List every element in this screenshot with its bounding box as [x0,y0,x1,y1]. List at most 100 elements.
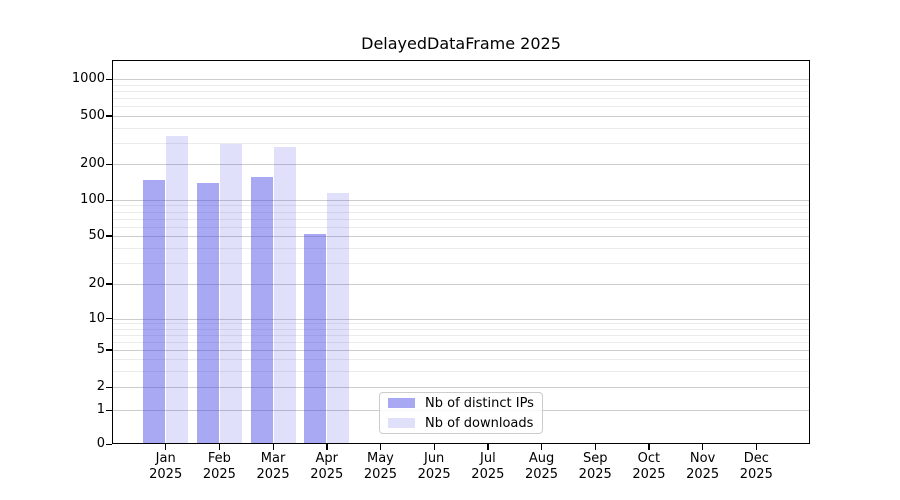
gridline-minor [112,341,810,343]
x-tick-mark-icon [594,444,597,450]
y-tick-label: 100 [80,192,105,207]
y-tick-label: 2 [96,379,105,394]
y-tick-mark-icon [106,199,112,201]
x-tick-mark-icon [541,444,543,450]
x-tick-label-month: Apr [315,451,339,466]
y-tick-label: 200 [80,156,105,172]
x-tick-label-year: 2025 [310,467,344,482]
x-tick-label-year: 2025 [471,467,505,482]
legend-label-distinct-ips: Nb of distinct IPs [425,395,534,411]
y-tick-mark-icon [106,115,112,117]
gridline-major [112,318,810,320]
bar-downloads-apr [327,192,350,444]
legend-label-downloads: Nb of downloads [425,415,534,431]
x-tick-label-month: Jan [155,451,176,466]
x-tick-label-year: 2025 [417,467,451,482]
y-tick-label: 1000 [71,71,105,86]
gridline-major [112,200,810,201]
x-tick-mark-icon [326,444,328,450]
y-tick-mark-icon [106,78,112,80]
x-tick-label-month: Jun [423,451,445,466]
gridline-minor [112,247,810,249]
y-tick-label: 1 [96,402,105,418]
x-tick-mark-icon [702,444,704,450]
x-tick-label-month: May [367,451,394,466]
legend-item-distinct-ips: Nb of distinct IPs [388,395,534,412]
x-tick-mark-icon [379,444,382,450]
y-tick-mark-icon [106,349,112,351]
bar-downloads-feb [219,143,242,444]
gridline-minor [112,323,810,325]
y-tick-mark-icon [106,235,112,237]
x-tick-label-year: 2025 [149,467,183,482]
legend-swatch-distinct-ips-icon [388,398,415,408]
chart-title: DelayedDataFrame 2025 [361,34,561,53]
x-tick-label-month: Oct [637,451,661,466]
y-tick-mark-icon [106,409,112,411]
x-tick-label-month: Nov [689,451,716,466]
x-tick-label-year: 2025 [686,467,720,482]
gridline-minor [112,370,810,372]
gridline-minor [112,127,810,129]
gridline-minor [112,262,810,264]
legend-swatch-downloads-icon [388,418,415,428]
gridline-minor [112,205,810,207]
x-tick-label-month: Aug [528,451,555,466]
bar-distinct-ips-mar [250,176,273,444]
gridline-minor [112,328,810,330]
bar-downloads-mar [273,147,296,444]
gridline-major [112,283,810,285]
plot-area [112,60,810,444]
x-tick-label-year: 2025 [256,467,290,482]
x-tick-mark-icon [648,444,650,450]
gridline-major [112,235,810,237]
gridline-minor [112,143,810,145]
gridline-minor [112,84,810,86]
x-tick-label-month: Feb [207,451,231,466]
x-tick-mark-icon [755,444,758,450]
gridline-minor [112,359,810,360]
x-tick-mark-icon [218,444,221,450]
gridline-minor [112,218,810,220]
x-tick-label-month: Sep [582,451,608,466]
x-tick-label-year: 2025 [739,467,773,482]
bar-downloads-jan [166,135,189,444]
gridline-minor [112,98,810,100]
gridline-major [112,115,810,117]
gridline-major [112,79,810,80]
bar-distinct-ips-feb [196,182,219,444]
gridline-major [112,164,810,166]
x-tick-label-year: 2025 [632,467,666,482]
y-tick-label: 5 [96,341,105,357]
bar-distinct-ips-jan [143,179,166,444]
x-tick-mark-icon [433,444,435,450]
x-tick-mark-icon [165,444,167,450]
x-tick-label-year: 2025 [524,467,559,482]
x-tick-label-month: Dec [743,451,769,466]
x-tick-label-year: 2025 [363,467,397,482]
y-tick-mark-icon [106,318,112,320]
y-tick-label: 500 [80,107,105,123]
y-tick-label: 0 [96,436,105,451]
y-tick-mark-icon [106,163,112,166]
x-tick-label-year: 2025 [578,467,612,482]
y-tick-label: 10 [88,310,105,326]
gridline-minor [112,334,810,336]
gridline-minor [112,226,810,228]
x-tick-mark-icon [272,444,274,450]
gridline-minor [112,90,810,92]
y-tick-mark-icon [106,386,112,388]
bar-distinct-ips-apr [304,233,327,444]
y-tick-label: 20 [88,275,105,291]
y-tick-mark-icon [106,283,112,285]
legend-item-downloads: Nb of downloads [388,415,534,432]
gridline-minor [112,211,810,213]
x-tick-label-month: Jul [480,451,496,466]
x-tick-label-year: 2025 [202,467,236,482]
x-tick-label-month: Mar [260,451,286,466]
y-tick-mark-icon [106,443,112,445]
gridline-minor [112,106,810,108]
y-tick-label: 50 [88,227,105,243]
legend: Nb of distinct IPs Nb of downloads [379,392,543,434]
